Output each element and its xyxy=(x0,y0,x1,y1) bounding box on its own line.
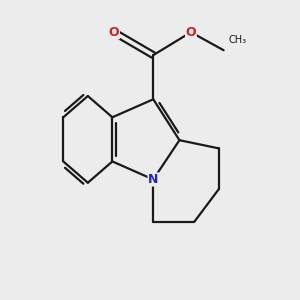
Text: CH₃: CH₃ xyxy=(229,35,247,45)
Text: N: N xyxy=(148,173,158,186)
Text: O: O xyxy=(109,26,119,39)
Text: O: O xyxy=(186,26,196,39)
